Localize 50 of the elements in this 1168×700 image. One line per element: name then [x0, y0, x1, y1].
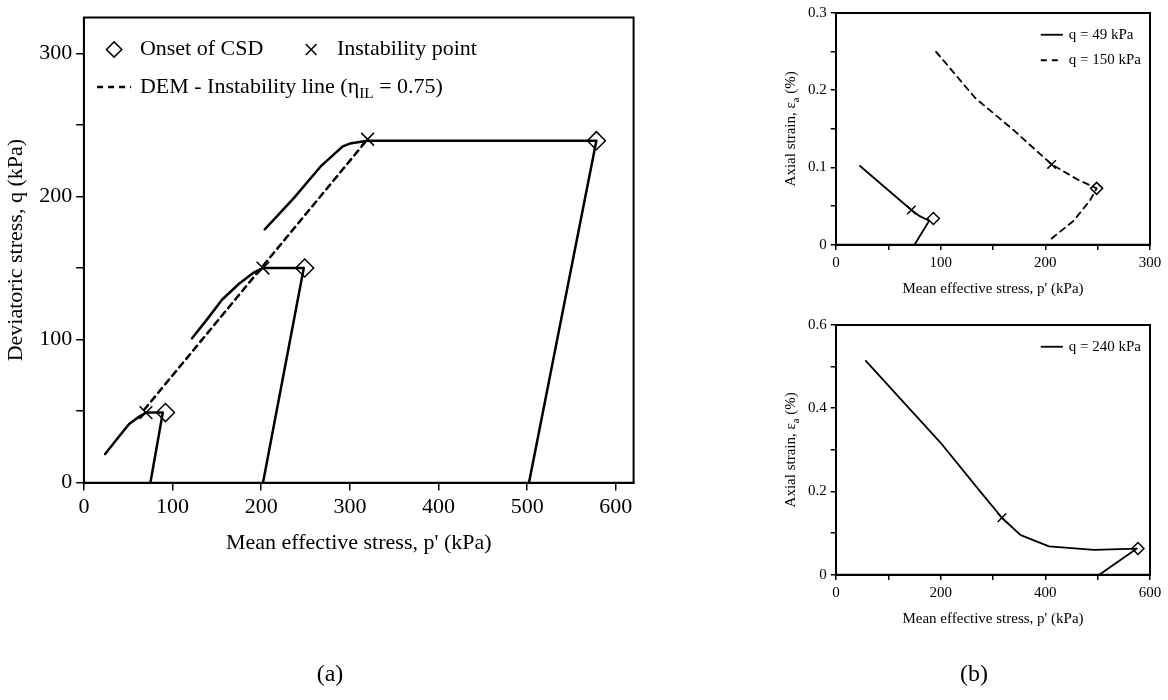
- legend-label: Onset of CSD: [139, 35, 264, 61]
- x-tick-label: 300: [333, 493, 367, 519]
- y-axis-title: Axial strain, εa (%): [782, 392, 801, 508]
- y-tick-label: 300: [39, 39, 73, 65]
- y-tick-label: 0: [819, 565, 827, 582]
- x-tick-label: 200: [1034, 253, 1057, 270]
- point: [906, 205, 917, 215]
- x-tick-label: 300: [1138, 253, 1162, 270]
- x-tick-label: 500: [510, 493, 544, 519]
- x-tick-label: 400: [1034, 583, 1057, 600]
- legend-label: q = 49 kPa: [1068, 25, 1134, 42]
- point: [294, 258, 315, 278]
- x-axis-title: Mean effective stress, p' (kPa): [902, 279, 1084, 297]
- point: [1089, 181, 1104, 196]
- point: [1046, 159, 1057, 170]
- point: [138, 405, 154, 420]
- x-tick-label: 0: [832, 583, 840, 600]
- x-tick-label: 600: [1138, 583, 1162, 600]
- point: [155, 402, 176, 423]
- x-axis-title: Mean effective stress, p' (kPa): [902, 609, 1084, 627]
- y-tick-label: 0: [61, 468, 73, 494]
- point: [926, 211, 941, 226]
- x-tick-label: 200: [929, 583, 952, 600]
- point: [255, 260, 271, 276]
- text: (a): [315, 660, 345, 687]
- x-tick-label: 100: [929, 253, 952, 270]
- point: [360, 132, 375, 147]
- text: (b): [959, 660, 989, 687]
- x-tick-label: 200: [244, 493, 278, 519]
- y-tick-label: 0.2: [808, 482, 827, 499]
- y-axis-title: Deviatoric stress, q (kPa): [2, 138, 28, 362]
- x-axis-title: Mean effective stress, p' (kPa): [225, 529, 492, 555]
- y-tick-label: 0: [819, 235, 827, 252]
- x-tick-label: 0: [832, 253, 840, 270]
- x-tick-label: 600: [599, 493, 633, 519]
- legend-label: q = 150 kPa: [1068, 51, 1142, 68]
- point: [586, 130, 607, 151]
- y-tick-label: 0.4: [808, 399, 828, 416]
- y-tick-label: 0.3: [808, 3, 827, 20]
- legend-label: q = 240 kPa: [1068, 337, 1142, 354]
- y-tick-label: 0.2: [808, 81, 827, 98]
- x-tick-label: 100: [156, 493, 190, 519]
- y-axis-title: Axial strain, εa (%): [782, 71, 801, 187]
- y-tick-label: 0.1: [808, 158, 827, 175]
- x-tick-label: 400: [422, 493, 456, 519]
- legend-label: Instability point: [336, 35, 477, 61]
- y-tick-label: 100: [39, 325, 73, 351]
- y-tick-label: 200: [39, 182, 73, 208]
- y-tick-label: 0.6: [808, 315, 828, 332]
- x-tick-label: 0: [78, 493, 90, 519]
